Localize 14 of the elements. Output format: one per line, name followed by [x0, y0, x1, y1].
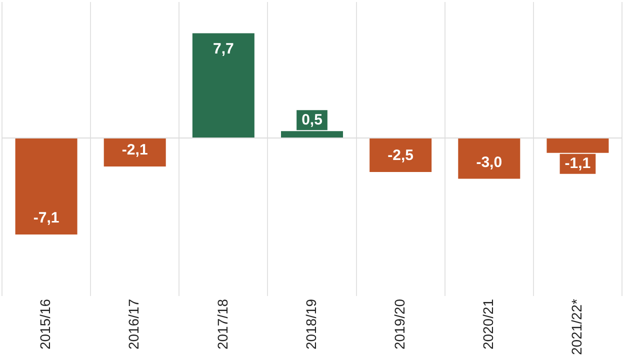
- x-tick-label: 2019/20: [391, 298, 408, 350]
- data-label: 0,5: [302, 111, 322, 128]
- x-tick-label: 2015/16: [37, 298, 54, 350]
- x-tick-label: 2018/19: [302, 298, 319, 350]
- x-tick-label: 2020/21: [480, 298, 496, 350]
- data-label: -2,1: [122, 142, 148, 159]
- x-tick-label: 2016/17: [126, 298, 142, 350]
- data-label: -2,5: [388, 147, 414, 164]
- data-label: -1,1: [564, 155, 591, 172]
- data-label: -3,0: [476, 154, 502, 171]
- data-label: -7,1: [33, 210, 60, 227]
- x-tick-label: 2021/22*: [568, 298, 585, 356]
- x-tick-label: 2017/18: [214, 298, 230, 350]
- data-label: 7,7: [213, 40, 234, 58]
